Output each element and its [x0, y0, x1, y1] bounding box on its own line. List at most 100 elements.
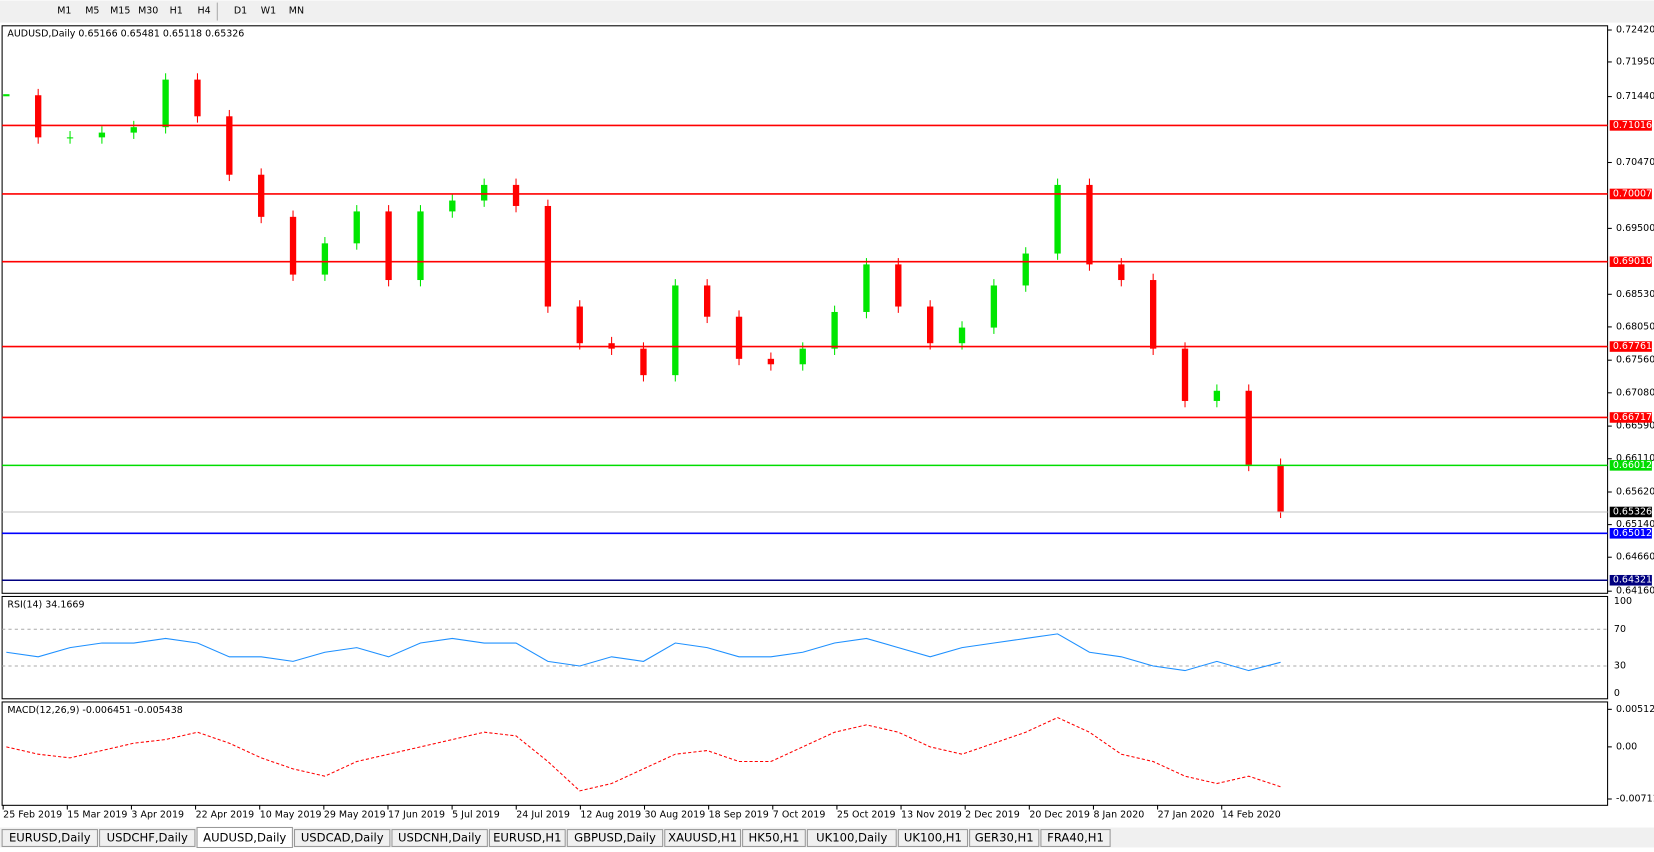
- tab-label[interactable]: FRA40,H1: [1047, 831, 1104, 845]
- tab-label[interactable]: UK100,H1: [904, 831, 962, 845]
- price-tick-label: 0.64660: [1616, 552, 1654, 563]
- candle: [130, 127, 137, 133]
- date-label: 2 Dec 2019: [965, 809, 1020, 820]
- tab-label[interactable]: USDCNH,Daily: [398, 831, 481, 845]
- date-label: 22 Apr 2019: [196, 809, 255, 820]
- timeframe-button[interactable]: M30: [138, 6, 158, 17]
- candle: [194, 79, 201, 117]
- timeframe-button[interactable]: M1: [57, 6, 71, 17]
- price-tick-label: 0.67080: [1616, 387, 1654, 398]
- rsi-header: RSI(14) 34.1669: [7, 599, 84, 610]
- level-tag: [1609, 120, 1652, 131]
- candle: [35, 95, 42, 138]
- tab[interactable]: [488, 829, 566, 847]
- price-tick-label: 0.72420: [1616, 25, 1654, 36]
- macd-tick-label: 0.00: [1616, 741, 1637, 752]
- tab-label[interactable]: GER30,H1: [975, 831, 1034, 845]
- tab[interactable]: [391, 829, 488, 847]
- candle: [799, 348, 806, 365]
- tab[interactable]: [806, 829, 897, 847]
- tab[interactable]: [99, 829, 196, 847]
- candle: [385, 211, 392, 281]
- timeframe-button[interactable]: M15: [110, 6, 130, 17]
- level-tag: [1609, 412, 1652, 423]
- tab-label[interactable]: EURUSD,Daily: [9, 831, 91, 845]
- date-label: 18 Sep 2019: [709, 809, 769, 820]
- price-tick-label: 0.71440: [1616, 91, 1654, 102]
- date-label: 30 Aug 2019: [645, 809, 706, 820]
- candle: [417, 211, 424, 281]
- date-label: 13 Nov 2019: [901, 809, 962, 820]
- date-label: 25 Feb 2019: [3, 809, 62, 820]
- tab[interactable]: [742, 829, 806, 847]
- timeframe-button[interactable]: D1: [234, 6, 247, 17]
- date-label: 29 May 2019: [324, 809, 386, 820]
- rsi-tick-label: 100: [1614, 596, 1632, 607]
- candle: [449, 200, 456, 212]
- price-tick-label: 0.65140: [1616, 519, 1654, 530]
- candle: [863, 264, 870, 312]
- timeframe-button[interactable]: MN: [289, 6, 304, 17]
- tab-label[interactable]: USDCAD,Daily: [301, 831, 384, 845]
- chart-header: AUDUSD,Daily 0.65166 0.65481 0.65118 0.6…: [7, 29, 244, 40]
- date-label: 25 Oct 2019: [837, 809, 896, 820]
- date-label: 12 Aug 2019: [580, 809, 641, 820]
- tab[interactable]: [293, 829, 391, 847]
- tab[interactable]: [897, 829, 969, 847]
- rsi-panel: [1, 595, 1609, 700]
- level-label: 0.65012: [1613, 528, 1652, 539]
- tab[interactable]: [969, 829, 1040, 847]
- candle: [544, 205, 552, 307]
- candle: [990, 285, 998, 328]
- level-tag: [1609, 574, 1652, 586]
- level-tag: [1609, 506, 1652, 518]
- candle: [735, 316, 743, 359]
- tab-label[interactable]: HK50,H1: [749, 831, 800, 845]
- price-tick-label: 0.68530: [1616, 289, 1654, 300]
- timeframe-button[interactable]: H4: [198, 6, 211, 17]
- tab-label[interactable]: XAUUSD,H1: [668, 831, 737, 845]
- candle: [321, 243, 329, 275]
- candle: [512, 184, 520, 206]
- level-label: 0.65326: [1613, 506, 1652, 517]
- candle: [481, 184, 488, 201]
- tab[interactable]: [566, 829, 664, 847]
- timeframe-button[interactable]: W1: [261, 6, 276, 17]
- tab-label[interactable]: EURUSD,H1: [493, 831, 561, 845]
- tab[interactable]: [1, 829, 98, 847]
- price-tick-label: 0.68050: [1616, 321, 1654, 332]
- candle: [1149, 280, 1157, 349]
- date-label: 14 Feb 2020: [1222, 809, 1281, 820]
- price-tick-label: 0.66110: [1616, 453, 1654, 464]
- candle: [704, 285, 711, 317]
- candle: [767, 358, 775, 365]
- tab-label[interactable]: GBPUSD,Daily: [574, 831, 656, 845]
- tab-label[interactable]: USDCHF,Daily: [107, 831, 188, 845]
- level-label: 0.64321: [1613, 575, 1652, 586]
- timeframe-button[interactable]: M5: [85, 6, 99, 17]
- candle: [1022, 253, 1029, 286]
- price-tick-label: 0.71950: [1616, 56, 1654, 67]
- tab[interactable]: [1040, 829, 1111, 847]
- candle: [1054, 184, 1061, 254]
- candle: [1213, 390, 1221, 401]
- date-label: 10 May 2019: [260, 809, 322, 820]
- candle: [1181, 348, 1189, 401]
- tab[interactable]: [664, 829, 742, 847]
- tab-label[interactable]: AUDUSD,Daily: [203, 831, 286, 845]
- candle: [258, 174, 265, 217]
- date-label: 7 Oct 2019: [773, 809, 826, 820]
- macd-tick-label: -0.007111: [1616, 793, 1654, 804]
- tab-label[interactable]: UK100,Daily: [816, 831, 887, 845]
- date-label: 17 Jun 2019: [388, 809, 445, 820]
- candle: [353, 211, 360, 244]
- candle: [98, 132, 106, 138]
- level-label: 0.67761: [1613, 341, 1652, 352]
- timeframe-button[interactable]: H1: [170, 6, 183, 17]
- level-label: 0.71016: [1613, 120, 1652, 131]
- candle: [958, 327, 966, 344]
- rsi-tick-label: 70: [1614, 624, 1626, 635]
- candle: [895, 264, 902, 307]
